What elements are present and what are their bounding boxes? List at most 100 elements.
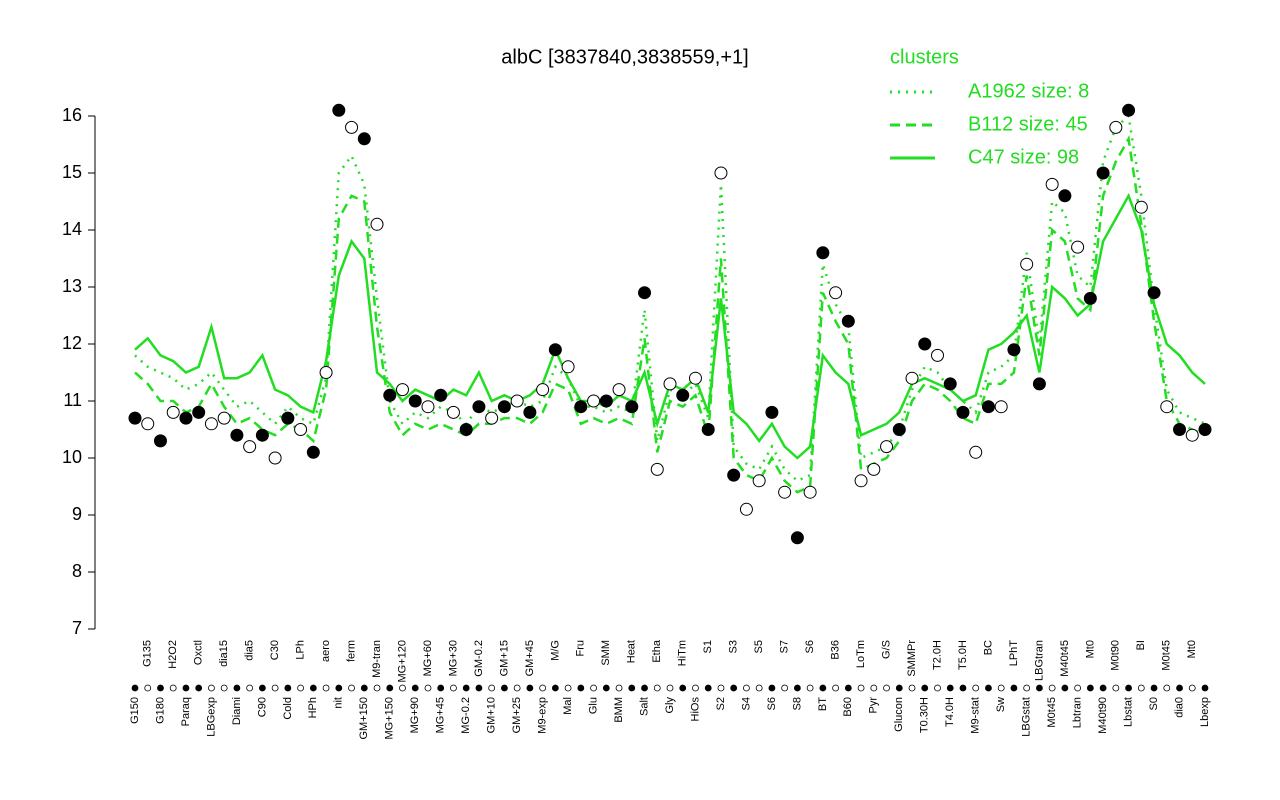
x-tick-label: LBGexp <box>205 697 217 737</box>
rug-marker <box>1086 684 1094 692</box>
rug-marker <box>615 684 623 692</box>
rug-marker <box>972 684 980 692</box>
x-tick-label: Etha <box>651 639 663 663</box>
rug-marker <box>755 684 763 692</box>
data-point <box>1058 189 1072 203</box>
data-point <box>408 394 422 408</box>
x-tick-label: S6 <box>804 640 816 653</box>
x-tick-label: S0 <box>1148 697 1160 710</box>
rug-marker <box>360 684 368 692</box>
y-tick-label: 15 <box>62 162 82 182</box>
data-point <box>204 417 218 431</box>
data-point <box>727 468 741 482</box>
x-tick-label: nit <box>333 697 345 709</box>
rug-marker <box>258 684 266 692</box>
data-point <box>536 383 550 397</box>
rug-marker <box>233 684 241 692</box>
rug-marker <box>271 684 279 692</box>
rug-marker <box>628 684 636 692</box>
data-point <box>752 474 766 488</box>
data-point <box>701 423 715 436</box>
data-point <box>497 400 511 414</box>
rug-marker <box>450 684 457 692</box>
x-tick-label: B60 <box>842 697 854 717</box>
data-point <box>345 120 359 134</box>
rug-marker <box>1048 684 1056 692</box>
data-point <box>510 394 524 408</box>
data-point <box>434 388 448 402</box>
rug-marker <box>1074 684 1082 692</box>
data-point <box>969 445 983 459</box>
rug-marker <box>462 684 470 692</box>
x-tick-label: GM+25 <box>511 697 523 733</box>
data-point <box>867 462 881 476</box>
data-point <box>625 400 639 414</box>
x-tick-label: HiOs <box>689 697 701 722</box>
y-tick-label: 13 <box>62 276 82 296</box>
data-point <box>1122 103 1136 117</box>
data-point <box>141 417 155 431</box>
x-tick-label: T5.0H <box>957 640 969 670</box>
y-tick-label: 9 <box>72 504 82 524</box>
x-tick-label: Lbstat <box>1122 697 1134 727</box>
x-tick-label: MG+60 <box>422 640 434 676</box>
rug-marker <box>411 684 419 692</box>
x-tick-label: GM+150 <box>358 697 370 740</box>
rug-marker <box>131 684 139 692</box>
rug-marker <box>1036 684 1043 692</box>
data-point <box>281 411 295 425</box>
data-point <box>739 502 753 516</box>
data-point <box>1032 377 1046 391</box>
rug-marker <box>806 684 814 692</box>
x-tick-label: M0t45 <box>1161 640 1173 671</box>
rug-marker <box>297 684 304 692</box>
rug-marker <box>679 684 687 692</box>
rug-marker <box>539 684 547 692</box>
legend-title: clusters <box>890 46 959 68</box>
data-point <box>128 411 142 425</box>
data-point <box>306 445 320 459</box>
legend-label: A1962 size: 8 <box>968 80 1089 102</box>
rug-marker <box>157 684 164 692</box>
x-tick-label: Glucon <box>893 697 905 732</box>
x-tick-label: HPh <box>307 697 319 718</box>
rug-marker <box>921 684 929 692</box>
data-point <box>446 405 460 419</box>
x-tick-label: GM+10 <box>486 697 498 733</box>
x-tick-label: Lbexp <box>1199 697 1211 727</box>
data-point <box>459 423 473 436</box>
x-tick-label: Fru <box>575 640 587 657</box>
x-tick-label: M0t45 <box>1046 697 1058 728</box>
data-point <box>1198 423 1212 436</box>
rug-marker <box>1125 684 1132 692</box>
data-point <box>370 217 384 231</box>
rug-marker <box>883 684 890 692</box>
x-tick-label: MG+150 <box>384 697 396 740</box>
x-tick-label: Glu <box>587 697 599 714</box>
x-tick-label: S4 <box>740 697 752 710</box>
x-tick-label: Mt0 <box>1084 640 1096 658</box>
x-tick-label: LPh <box>295 640 307 660</box>
x-tick-label: LBGstat <box>1021 697 1033 737</box>
data-point <box>663 377 677 391</box>
rug-marker <box>844 684 852 692</box>
data-point <box>587 394 601 408</box>
x-tick-label: Mt0 <box>1186 640 1198 658</box>
rug-marker <box>1010 684 1018 692</box>
x-tick-label: SMM <box>600 640 612 666</box>
rug-marker <box>220 684 228 692</box>
data-point <box>880 440 894 454</box>
rug-marker <box>1023 684 1031 692</box>
x-tick-label: BT <box>817 697 829 711</box>
rug-marker <box>997 684 1005 692</box>
rug-marker <box>169 684 177 692</box>
rug-marker <box>653 684 661 692</box>
x-tick-label: S5 <box>753 640 765 653</box>
data-point <box>1071 240 1085 254</box>
data-point <box>778 485 792 499</box>
rug-marker <box>1061 684 1069 692</box>
x-tick-label: Oxctl <box>193 640 205 665</box>
x-tick-label: SMMPr <box>906 640 918 677</box>
x-tick-label: ferm <box>345 640 357 662</box>
x-tick-label: GM+45 <box>524 640 536 676</box>
